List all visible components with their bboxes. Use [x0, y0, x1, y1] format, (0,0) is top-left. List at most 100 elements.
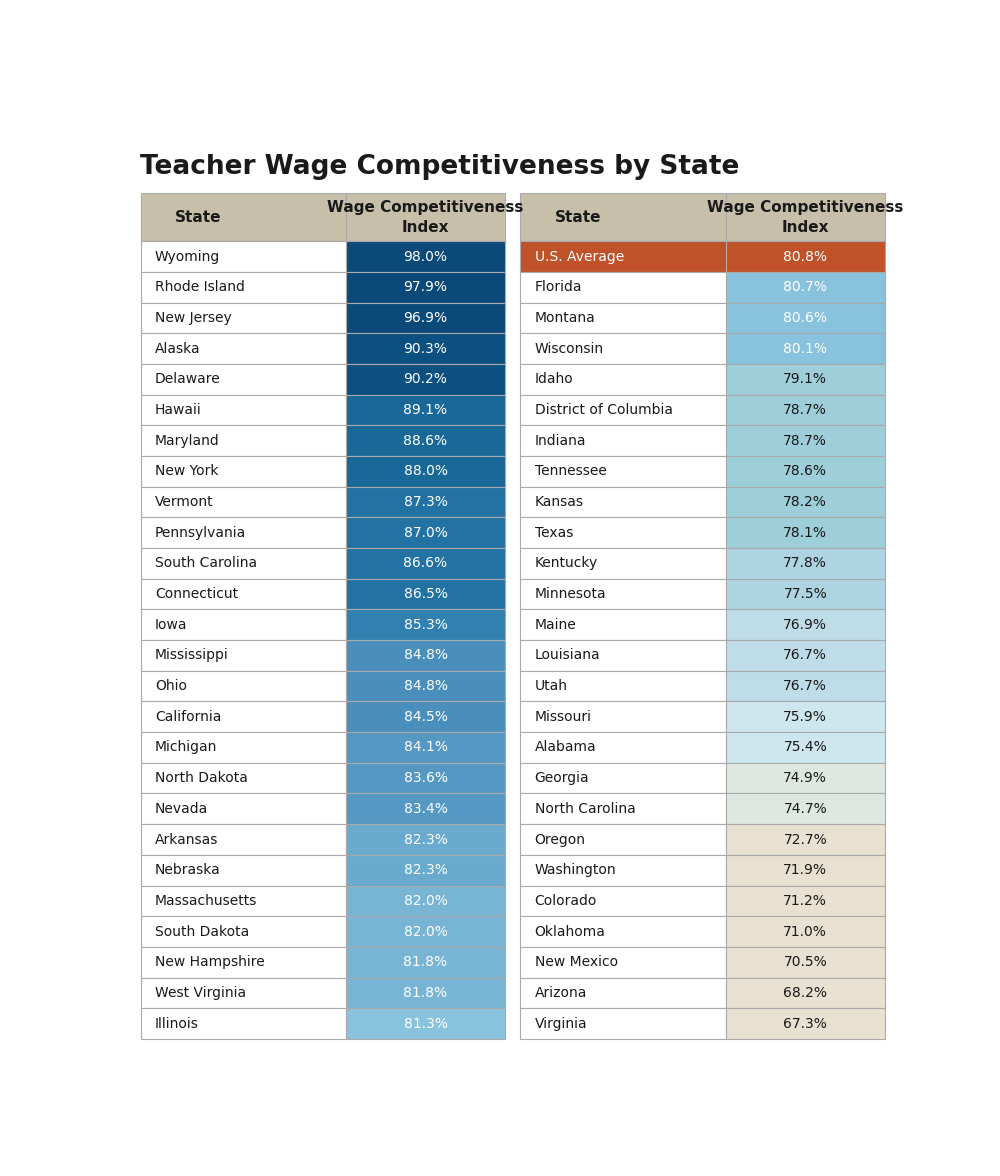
Bar	[726, 609, 885, 640]
Text: Iowa: Iowa	[155, 617, 187, 632]
Text: District of Columbia: District of Columbia	[535, 403, 673, 417]
Bar	[520, 609, 726, 640]
Bar	[140, 609, 346, 640]
Text: 71.9%: 71.9%	[783, 863, 827, 877]
Text: 85.3%: 85.3%	[404, 617, 447, 632]
Bar	[346, 609, 505, 640]
Text: 78.1%: 78.1%	[783, 526, 827, 540]
Bar	[520, 977, 726, 1008]
Text: Utah: Utah	[535, 679, 568, 693]
Text: U.S. Average: U.S. Average	[535, 249, 624, 263]
Bar	[726, 456, 885, 487]
Bar	[726, 241, 885, 272]
Text: South Carolina: South Carolina	[155, 556, 257, 570]
Bar	[520, 426, 726, 456]
Bar	[346, 794, 505, 824]
Text: 74.9%: 74.9%	[783, 771, 827, 786]
Bar	[726, 886, 885, 916]
Text: 75.9%: 75.9%	[783, 710, 827, 723]
Text: 76.7%: 76.7%	[783, 679, 827, 693]
Text: 72.7%: 72.7%	[783, 833, 827, 847]
Bar	[520, 272, 726, 302]
Text: 80.7%: 80.7%	[783, 280, 827, 294]
Text: 83.6%: 83.6%	[404, 771, 448, 786]
Bar	[346, 824, 505, 855]
Bar	[726, 670, 885, 701]
Text: Wisconsin: Wisconsin	[535, 341, 604, 355]
Bar	[346, 670, 505, 701]
Text: Washington: Washington	[535, 863, 616, 877]
Bar	[520, 824, 726, 855]
Bar	[346, 487, 505, 517]
Text: Wage Competitiveness
Index: Wage Competitiveness Index	[327, 200, 524, 235]
Bar	[520, 916, 726, 947]
Text: Rhode Island: Rhode Island	[155, 280, 245, 294]
Text: 82.3%: 82.3%	[404, 863, 447, 877]
Text: 76.9%: 76.9%	[783, 617, 827, 632]
Text: 77.8%: 77.8%	[783, 556, 827, 570]
Bar	[346, 701, 505, 733]
Bar	[346, 241, 505, 272]
Bar	[726, 947, 885, 977]
Bar	[726, 333, 885, 363]
Text: New Hampshire: New Hampshire	[155, 955, 265, 969]
Bar	[520, 395, 726, 426]
Text: 78.7%: 78.7%	[783, 434, 827, 448]
Text: Delaware: Delaware	[155, 373, 221, 386]
Bar	[346, 977, 505, 1008]
Text: Oklahoma: Oklahoma	[535, 924, 606, 938]
Text: 81.8%: 81.8%	[403, 955, 448, 969]
Bar	[520, 487, 726, 517]
Bar	[140, 302, 346, 333]
Bar	[520, 733, 726, 763]
Bar	[346, 1008, 505, 1038]
Text: 78.6%: 78.6%	[783, 465, 827, 479]
Bar	[520, 363, 726, 395]
Text: 80.1%: 80.1%	[783, 341, 827, 355]
Bar	[726, 640, 885, 670]
Text: Alaska: Alaska	[155, 341, 201, 355]
Text: Michigan: Michigan	[155, 741, 217, 755]
Text: 83.4%: 83.4%	[404, 802, 447, 816]
Text: Virginia: Virginia	[535, 1016, 587, 1030]
Bar	[520, 548, 726, 579]
Bar	[346, 194, 505, 241]
Bar	[726, 426, 885, 456]
Text: Oregon: Oregon	[535, 833, 586, 847]
Text: Massachusetts: Massachusetts	[155, 894, 257, 908]
Text: 70.5%: 70.5%	[783, 955, 827, 969]
Bar	[140, 733, 346, 763]
Bar	[520, 302, 726, 333]
Bar	[346, 763, 505, 794]
Bar	[520, 640, 726, 670]
Text: Nevada: Nevada	[155, 802, 208, 816]
Text: 80.6%: 80.6%	[783, 310, 827, 325]
Text: 86.6%: 86.6%	[403, 556, 448, 570]
Bar	[346, 272, 505, 302]
Bar	[140, 456, 346, 487]
Bar	[140, 241, 346, 272]
Text: Alabama: Alabama	[535, 741, 596, 755]
Bar	[520, 241, 726, 272]
Bar	[140, 763, 346, 794]
Bar	[140, 701, 346, 733]
Bar	[346, 916, 505, 947]
Bar	[346, 395, 505, 426]
Bar	[140, 333, 346, 363]
Bar	[726, 763, 885, 794]
Text: 68.2%: 68.2%	[783, 985, 827, 1000]
Bar	[346, 733, 505, 763]
Text: 81.8%: 81.8%	[403, 985, 448, 1000]
Text: 97.9%: 97.9%	[404, 280, 448, 294]
Text: Minnesota: Minnesota	[535, 587, 606, 601]
Text: 84.5%: 84.5%	[404, 710, 447, 723]
Text: Connecticut: Connecticut	[155, 587, 238, 601]
Bar	[726, 302, 885, 333]
Text: New Mexico: New Mexico	[535, 955, 618, 969]
Text: West Virginia: West Virginia	[155, 985, 246, 1000]
Bar	[726, 517, 885, 548]
Text: 84.8%: 84.8%	[404, 648, 448, 662]
Bar	[520, 333, 726, 363]
Text: Tennessee: Tennessee	[535, 465, 607, 479]
Bar	[346, 579, 505, 609]
